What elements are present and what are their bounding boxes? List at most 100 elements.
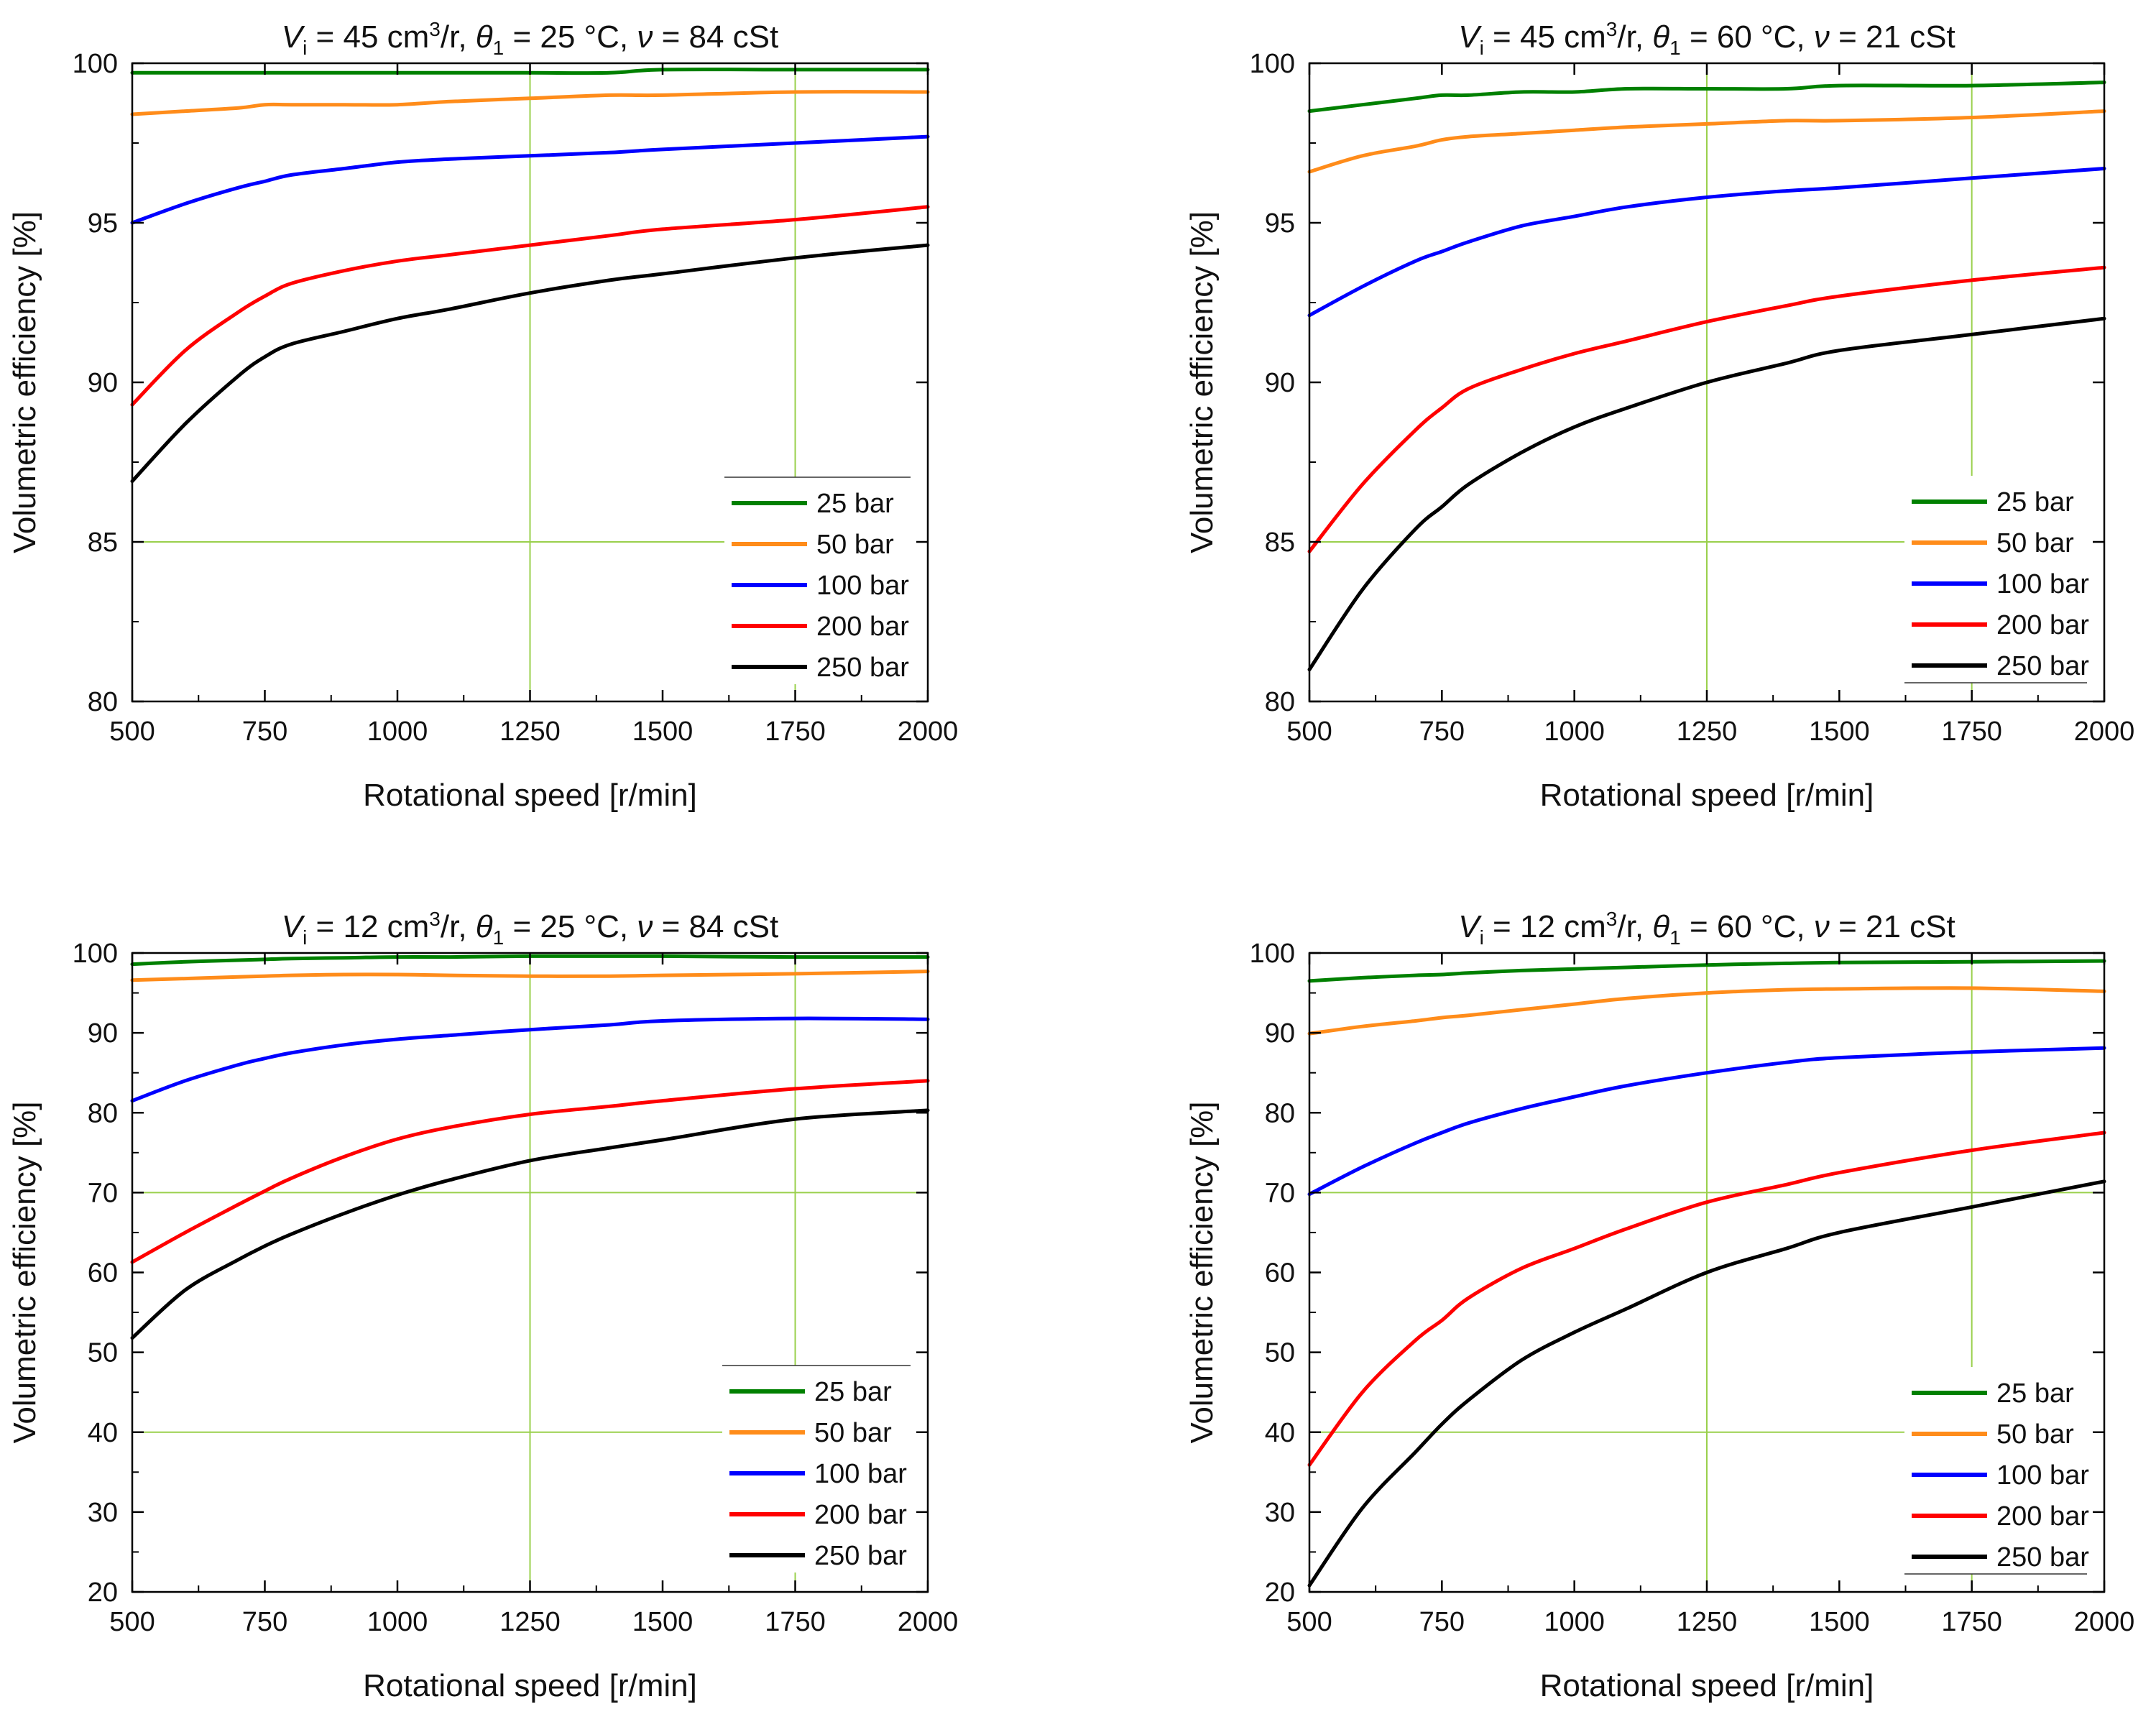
legend-label: 25 bar: [816, 489, 894, 519]
y-tick-label: 70: [1265, 1178, 1295, 1208]
x-tick-label: 1750: [765, 1607, 826, 1637]
title-v-subscript: i: [1480, 37, 1484, 59]
x-tick-label: 1000: [367, 1607, 428, 1637]
title-theta-value: = 60 °C,: [1681, 19, 1814, 55]
panel-2: 25 bar 50 bar 100 bar 200 bar 250 bar 500 750 1…: [1184, 18, 2134, 813]
legend-label: 100 bar: [814, 1459, 907, 1489]
legend-label: 200 bar: [1996, 1501, 2089, 1532]
y-axis-label: Volumetric efficiency [%]: [1184, 1101, 1220, 1443]
legend-label: 250 bar: [1996, 1542, 2089, 1573]
title-theta-value: = 60 °C,: [1681, 909, 1814, 944]
title-v-unit: /r,: [1617, 909, 1652, 944]
legend-background: [1904, 1367, 2096, 1574]
legend-label: 200 bar: [1996, 610, 2089, 640]
series-line-25-bar: [1307, 959, 2106, 983]
legend-label: 50 bar: [1996, 528, 2074, 558]
chart-title: Vi = 12 cm3/r, θ1 = 60 °C, ν = 21 cSt: [1458, 908, 1955, 949]
title-v-value: = 12 cm: [1484, 909, 1606, 944]
series-line-50-bar: [1307, 109, 2106, 174]
legend-label: 25 bar: [1996, 487, 2074, 517]
x-tick-label: 1250: [1677, 1607, 1738, 1637]
x-tick-label: 2000: [2074, 717, 2135, 747]
title-v-superscript: 3: [429, 18, 441, 40]
title-theta-subscript: 1: [1669, 926, 1681, 949]
x-tick-label: 1000: [367, 717, 428, 747]
title-v-unit: /r,: [1617, 19, 1652, 55]
title-v-superscript: 3: [429, 908, 441, 930]
y-tick-label: 80: [88, 687, 118, 717]
series-line-50-bar: [1307, 986, 2106, 1036]
x-tick-label: 750: [1419, 1607, 1465, 1637]
series-line-250-bar: [130, 1108, 930, 1340]
title-nu-value: = 84 cSt: [653, 909, 778, 944]
legend-label: 100 bar: [1996, 569, 2089, 599]
series-line-25-bar: [130, 68, 930, 75]
title-theta-subscript: 1: [493, 926, 505, 949]
y-tick-label: 50: [88, 1338, 118, 1368]
title-nu-value: = 21 cSt: [1830, 909, 1955, 944]
series-line-250-bar: [130, 243, 930, 484]
legend-label: 250 bar: [814, 1541, 907, 1571]
x-axis-label: Rotational speed [r/min]: [1540, 1668, 1874, 1703]
y-tick-label: 85: [1265, 528, 1295, 558]
y-tick-label: 100: [73, 49, 118, 79]
chart-title: Vi = 45 cm3/r, θ1 = 60 °C, ν = 21 cSt: [1458, 18, 1955, 59]
legend-background: [724, 477, 919, 684]
legend-label: 200 bar: [816, 612, 909, 642]
y-tick-label: 80: [88, 1098, 118, 1128]
series-line-25-bar: [130, 954, 930, 967]
legend-label: 250 bar: [1996, 651, 2089, 681]
x-tick-label: 1000: [1544, 1607, 1605, 1637]
y-tick-label: 100: [1250, 49, 1295, 79]
y-tick-label: 95: [1265, 208, 1295, 239]
title-nu-symbol: ν: [637, 19, 653, 55]
legend-label: 100 bar: [1996, 1460, 2089, 1491]
title-v-symbol: V: [1458, 909, 1482, 944]
y-tick-label: 30: [1265, 1498, 1295, 1528]
title-nu-symbol: ν: [637, 909, 653, 944]
x-tick-label: 2000: [898, 1607, 959, 1637]
title-theta-symbol: θ: [476, 909, 493, 944]
x-tick-label: 500: [1286, 717, 1332, 747]
panel-3: 25 bar 50 bar 100 bar 200 bar 250 bar 500 750 1…: [7, 908, 958, 1703]
y-tick-label: 85: [88, 528, 118, 558]
y-tick-label: 100: [73, 939, 118, 969]
x-tick-label: 1750: [1941, 717, 2002, 747]
y-tick-label: 90: [1265, 368, 1295, 398]
y-tick-label: 20: [1265, 1578, 1295, 1608]
title-theta-value: = 25 °C,: [504, 909, 637, 944]
y-tick-label: 90: [88, 1018, 118, 1049]
x-tick-label: 750: [1419, 717, 1465, 747]
title-theta-subscript: 1: [1669, 37, 1681, 59]
chart-title: Vi = 45 cm3/r, θ1 = 25 °C, ν = 84 cSt: [282, 18, 779, 59]
y-tick-label: 70: [88, 1178, 118, 1208]
x-tick-label: 1250: [1677, 717, 1738, 747]
legend-label: 100 bar: [816, 571, 909, 601]
series-line-250-bar: [1307, 1179, 2106, 1588]
panel-4: 25 bar 50 bar 100 bar 200 bar 250 bar 500 750 1…: [1184, 908, 2134, 1703]
x-tick-label: 1500: [1809, 717, 1870, 747]
x-tick-label: 1250: [499, 1607, 561, 1637]
x-tick-label: 1750: [1941, 1607, 2002, 1637]
y-tick-label: 80: [1265, 1098, 1295, 1128]
series-line-50-bar: [130, 970, 930, 982]
y-tick-label: 90: [88, 368, 118, 398]
title-nu-symbol: ν: [1814, 19, 1830, 55]
y-tick-label: 100: [1250, 939, 1295, 969]
legend-label: 200 bar: [814, 1500, 907, 1530]
series-line-250-bar: [1307, 316, 2106, 672]
x-tick-label: 1000: [1544, 717, 1605, 747]
x-axis-label: Rotational speed [r/min]: [363, 778, 697, 813]
series-line-200-bar: [130, 1079, 930, 1264]
title-v-unit: /r,: [441, 19, 476, 55]
x-tick-label: 1750: [765, 717, 826, 747]
title-v-unit: /r,: [441, 909, 476, 944]
x-tick-label: 2000: [898, 717, 959, 747]
title-v-value: = 45 cm: [1484, 19, 1606, 55]
title-theta-symbol: θ: [476, 19, 493, 55]
series-line-200-bar: [1307, 1131, 2106, 1467]
y-tick-label: 60: [88, 1258, 118, 1289]
legend-label: 250 bar: [816, 653, 909, 683]
title-v-symbol: V: [282, 19, 305, 55]
legend-label: 25 bar: [1996, 1378, 2074, 1409]
